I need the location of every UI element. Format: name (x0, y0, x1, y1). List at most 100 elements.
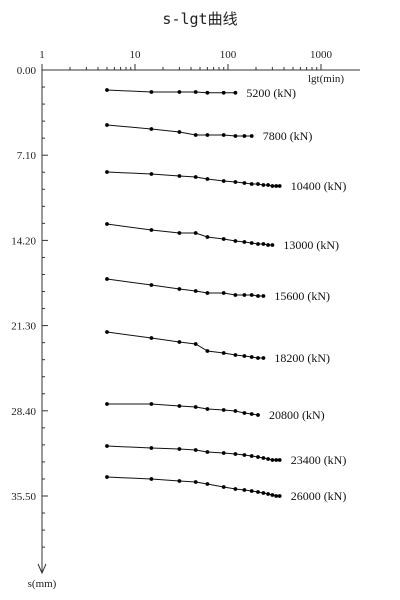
data-point (149, 127, 154, 131)
data-point (242, 354, 247, 358)
data-point (221, 485, 226, 489)
data-point (105, 123, 109, 127)
data-point (270, 243, 275, 247)
series-line (106, 476, 280, 497)
data-point (205, 291, 210, 295)
data-point (193, 231, 198, 235)
data-point (221, 408, 226, 412)
y-tick-label: 7.10 (17, 150, 37, 162)
data-point (205, 450, 210, 454)
data-point (242, 488, 247, 492)
data-point (221, 351, 226, 355)
data-point (256, 242, 260, 246)
data-point (261, 242, 266, 246)
data-point (233, 353, 238, 357)
series-line (106, 223, 273, 246)
data-point (105, 475, 109, 479)
data-point (256, 455, 260, 459)
data-point (270, 458, 275, 462)
data-point (105, 222, 109, 226)
data-point (242, 134, 247, 138)
series-group: 7800 (kN) (105, 123, 312, 143)
series-group: 23400 (kN) (105, 444, 346, 467)
y-tick-label: 0.00 (17, 65, 37, 77)
data-point (266, 243, 270, 247)
x-tick-label: 100 (220, 49, 237, 61)
data-point (242, 240, 247, 244)
data-point (105, 444, 109, 448)
data-point (205, 133, 210, 137)
data-point (233, 90, 238, 95)
data-point (274, 458, 279, 462)
data-point (266, 457, 270, 461)
data-point (233, 293, 238, 297)
data-point (233, 180, 238, 184)
series-group: 13000 (kN) (105, 222, 339, 252)
data-point (205, 177, 210, 181)
data-point (261, 294, 266, 298)
data-point (277, 458, 282, 462)
data-point (242, 411, 247, 415)
chart-title: s-lgt曲线 (162, 10, 237, 28)
data-point (193, 175, 198, 179)
data-point (233, 487, 238, 491)
series-line (106, 331, 264, 359)
data-point (149, 402, 154, 406)
y-tick-label: 21.30 (11, 321, 36, 333)
data-point (249, 489, 254, 493)
data-point (249, 412, 254, 416)
series-group: 26000 (kN) (105, 475, 346, 503)
data-point (233, 239, 238, 243)
x-tick-label: 1000 (310, 49, 333, 61)
series-label: 23400 (kN) (291, 453, 347, 467)
data-point (105, 277, 109, 281)
data-point (193, 133, 198, 137)
x-axis-ticks: 1 10 100 1000 (39, 49, 333, 70)
data-point (205, 349, 210, 353)
data-point (221, 451, 226, 455)
data-point (149, 336, 154, 340)
data-point (177, 404, 182, 408)
y-axis-label: s(mm) (28, 578, 57, 590)
series-label: 20800 (kN) (269, 408, 325, 422)
data-point (193, 342, 198, 346)
data-point (261, 183, 266, 187)
x-tick-label: 10 (130, 49, 142, 61)
y-axis-ticks: 0.00 7.10 14.20 21.30 28.40 35.50 (11, 65, 48, 548)
data-point (193, 289, 198, 293)
data-point (249, 454, 254, 458)
series-label: 18200 (kN) (274, 351, 330, 365)
data-point (205, 482, 210, 486)
data-point (149, 172, 154, 176)
data-point (256, 182, 260, 186)
data-point (149, 228, 154, 232)
series-layer: 5200 (kN) 7800 (kN) 10400 (kN) 13000 (kN) 15… (105, 86, 346, 503)
series-group: 20800 (kN) (105, 402, 325, 422)
series-label: 5200 (kN) (246, 86, 296, 100)
data-point (193, 448, 198, 452)
series-label: 15600 (kN) (274, 289, 330, 303)
data-point (177, 340, 182, 344)
data-point (193, 90, 198, 94)
y-tick-label: 35.50 (11, 491, 36, 503)
data-point (256, 294, 260, 298)
data-point (221, 291, 226, 295)
data-point (249, 355, 254, 359)
y-tick-label: 28.40 (11, 406, 36, 418)
series-group: 5200 (kN) (105, 86, 296, 100)
y-tick-label: 14.20 (11, 235, 36, 247)
data-point (205, 407, 210, 411)
x-axis-label: lgt(min) (308, 73, 344, 85)
data-point (261, 491, 266, 495)
data-point (149, 477, 154, 481)
data-point (256, 413, 260, 417)
data-point (221, 237, 226, 241)
data-point (242, 293, 247, 297)
data-point (270, 493, 275, 497)
series-line (106, 445, 280, 461)
data-point (221, 133, 226, 137)
data-point (149, 446, 154, 450)
series-line (106, 171, 280, 187)
series-line (106, 89, 236, 94)
data-point (177, 90, 182, 94)
